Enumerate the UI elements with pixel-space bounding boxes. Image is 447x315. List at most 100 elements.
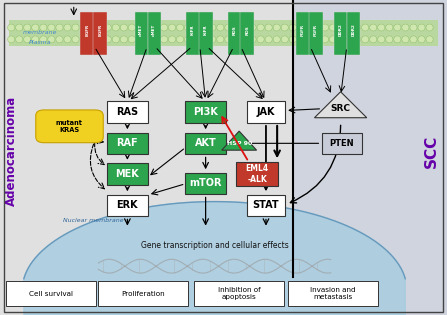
Ellipse shape	[72, 24, 79, 31]
Bar	[0, 0, 293, 315]
Text: ROS: ROS	[245, 25, 249, 35]
Ellipse shape	[217, 36, 224, 43]
Ellipse shape	[160, 36, 168, 43]
FancyBboxPatch shape	[194, 281, 284, 306]
Ellipse shape	[418, 36, 425, 43]
Text: Adenocarcinoma: Adenocarcinoma	[4, 96, 18, 206]
Text: Invasion and
metastasis: Invasion and metastasis	[310, 287, 356, 300]
Ellipse shape	[426, 24, 433, 31]
Ellipse shape	[209, 36, 216, 43]
Ellipse shape	[152, 24, 160, 31]
Ellipse shape	[104, 36, 111, 43]
Text: cMET: cMET	[139, 24, 143, 36]
Ellipse shape	[64, 36, 71, 43]
Ellipse shape	[217, 24, 224, 31]
Text: MEK: MEK	[115, 169, 139, 179]
Ellipse shape	[32, 36, 39, 43]
Text: STAT: STAT	[253, 200, 279, 210]
Ellipse shape	[265, 36, 272, 43]
Ellipse shape	[8, 24, 15, 31]
Text: ROS: ROS	[232, 25, 236, 35]
Ellipse shape	[370, 24, 377, 31]
Ellipse shape	[128, 24, 135, 31]
Text: EGFR: EGFR	[85, 24, 89, 36]
Ellipse shape	[249, 24, 256, 31]
Ellipse shape	[225, 24, 232, 31]
Ellipse shape	[233, 24, 240, 31]
Ellipse shape	[321, 36, 329, 43]
Ellipse shape	[169, 36, 176, 43]
FancyBboxPatch shape	[148, 12, 161, 55]
Ellipse shape	[16, 24, 23, 31]
Ellipse shape	[297, 36, 304, 43]
Ellipse shape	[257, 24, 264, 31]
Ellipse shape	[386, 24, 393, 31]
Ellipse shape	[16, 36, 23, 43]
Ellipse shape	[362, 36, 369, 43]
Ellipse shape	[185, 36, 192, 43]
Polygon shape	[24, 202, 405, 315]
Text: mutant
KRAS: mutant KRAS	[56, 120, 83, 133]
FancyBboxPatch shape	[322, 133, 362, 154]
Ellipse shape	[160, 24, 168, 31]
Text: cMET: cMET	[152, 24, 156, 36]
Ellipse shape	[136, 36, 143, 43]
Text: Cell survival: Cell survival	[30, 290, 73, 297]
Text: Gene transcription and cellular effects: Gene transcription and cellular effects	[141, 241, 288, 250]
Ellipse shape	[305, 24, 312, 31]
Ellipse shape	[112, 24, 119, 31]
FancyBboxPatch shape	[247, 195, 285, 216]
Ellipse shape	[177, 24, 184, 31]
Ellipse shape	[273, 36, 280, 43]
Ellipse shape	[169, 24, 176, 31]
FancyBboxPatch shape	[107, 163, 148, 185]
Ellipse shape	[201, 24, 208, 31]
FancyBboxPatch shape	[296, 12, 310, 55]
Ellipse shape	[241, 36, 248, 43]
Ellipse shape	[402, 24, 409, 31]
FancyBboxPatch shape	[199, 12, 213, 55]
Text: KIFR: KIFR	[191, 25, 195, 35]
Ellipse shape	[177, 36, 184, 43]
Text: JAK: JAK	[257, 107, 275, 117]
Ellipse shape	[193, 24, 200, 31]
Ellipse shape	[394, 24, 401, 31]
FancyBboxPatch shape	[80, 12, 94, 55]
Polygon shape	[314, 92, 367, 118]
Polygon shape	[222, 131, 257, 150]
Ellipse shape	[394, 36, 401, 43]
Text: AKT: AKT	[195, 138, 216, 148]
Ellipse shape	[273, 24, 280, 31]
FancyBboxPatch shape	[98, 281, 188, 306]
Text: PI3K: PI3K	[193, 107, 218, 117]
Text: RAF: RAF	[117, 138, 138, 148]
Ellipse shape	[257, 36, 264, 43]
Ellipse shape	[337, 24, 345, 31]
Bar	[293, 0, 447, 315]
Ellipse shape	[297, 24, 304, 31]
Ellipse shape	[72, 36, 79, 43]
Text: Plasma: Plasma	[29, 40, 51, 45]
Ellipse shape	[56, 24, 63, 31]
Text: Nuclear membrane: Nuclear membrane	[63, 218, 123, 223]
Ellipse shape	[418, 24, 425, 31]
Ellipse shape	[346, 24, 353, 31]
Ellipse shape	[265, 24, 272, 31]
Ellipse shape	[96, 24, 103, 31]
FancyBboxPatch shape	[309, 12, 323, 55]
Text: membrane: membrane	[23, 30, 58, 35]
FancyBboxPatch shape	[288, 281, 378, 306]
Text: DDR2: DDR2	[352, 24, 355, 36]
FancyBboxPatch shape	[186, 173, 226, 194]
Ellipse shape	[225, 36, 232, 43]
Ellipse shape	[281, 36, 288, 43]
Text: PTEN: PTEN	[329, 139, 354, 148]
FancyBboxPatch shape	[107, 195, 148, 216]
Ellipse shape	[32, 24, 39, 31]
Text: SCC: SCC	[424, 135, 439, 168]
Ellipse shape	[209, 24, 216, 31]
Ellipse shape	[402, 36, 409, 43]
Text: DDR2: DDR2	[339, 24, 342, 36]
Ellipse shape	[8, 36, 15, 43]
Text: HSP 90: HSP 90	[227, 141, 252, 146]
